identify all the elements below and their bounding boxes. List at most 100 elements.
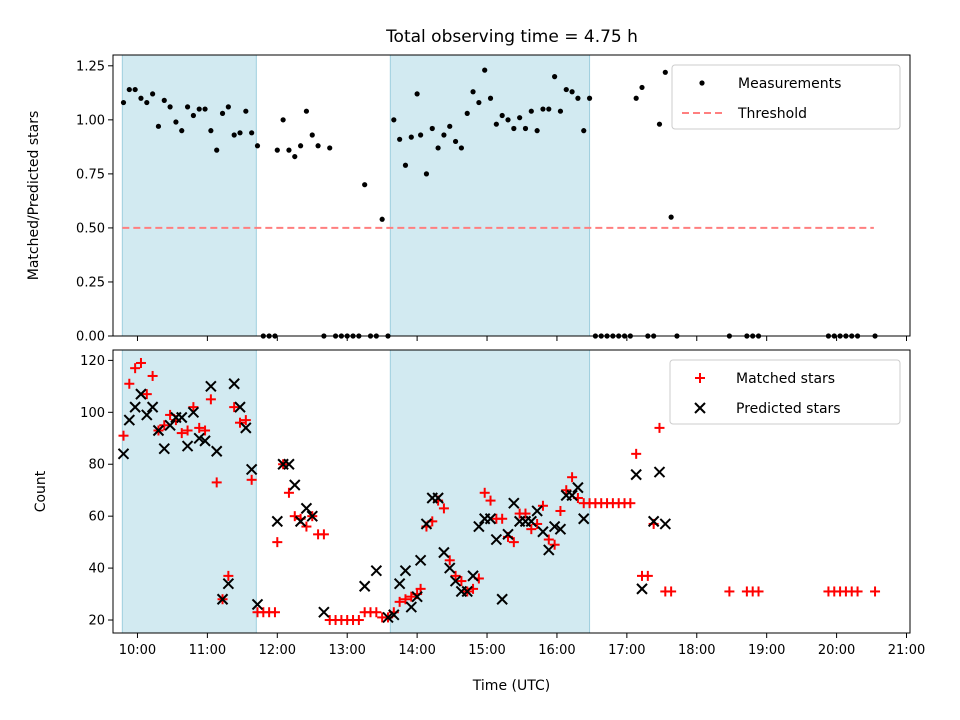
predicted-star-marker xyxy=(271,515,284,528)
axes-frame xyxy=(112,54,911,337)
measurement-point xyxy=(662,69,668,75)
matched-star-marker xyxy=(543,534,554,545)
measurement-point xyxy=(505,117,511,123)
measurement-point xyxy=(517,115,523,121)
measurement-point xyxy=(493,121,499,127)
measurement-point xyxy=(219,110,226,116)
predicted-star-marker xyxy=(411,590,423,603)
measurement-point xyxy=(292,153,298,160)
predicted-star-marker xyxy=(228,378,240,390)
measurement-point xyxy=(499,112,505,119)
predicted-star-marker xyxy=(388,609,400,621)
legend-box xyxy=(671,64,901,130)
predicted-star-marker xyxy=(129,401,141,413)
y-tick-label: 100 xyxy=(80,406,105,421)
predicted-star-marker xyxy=(318,606,330,618)
predicted-star-marker xyxy=(566,489,578,502)
legend-key-measurements xyxy=(699,80,705,86)
measurement-point xyxy=(476,99,482,106)
matched-star-marker xyxy=(269,607,280,618)
measurement-point xyxy=(303,108,310,114)
measurement-point xyxy=(225,104,231,110)
predicted-star-marker xyxy=(234,401,246,413)
y-tick-label: 1.25 xyxy=(76,59,105,74)
measurement-point xyxy=(202,106,208,112)
matched-star-marker xyxy=(205,394,216,405)
measurement-point xyxy=(418,132,424,138)
measurement-point xyxy=(214,147,220,153)
matched-star-marker xyxy=(124,378,135,389)
count-panel: 20 40 60 80 100 120 10:00 11:00 12:00 13:00 14:00 1… xyxy=(33,349,925,694)
y-axis-label: Matched/Predicted stars xyxy=(26,111,42,281)
y-tick-label: 0.25 xyxy=(76,275,105,290)
measurement-point xyxy=(173,119,179,125)
matched-star-marker xyxy=(130,363,141,374)
measurement-point xyxy=(423,171,430,177)
predicted-star-marker xyxy=(141,409,153,421)
predicted-star-marker xyxy=(554,523,567,535)
y-tick-label: 60 xyxy=(88,510,105,525)
measurement-point xyxy=(208,128,214,134)
predicted-star-marker xyxy=(187,406,200,419)
x-tick-label: 16:00 xyxy=(538,643,575,658)
legend-label: Threshold xyxy=(737,106,807,122)
measurement-point xyxy=(511,125,517,132)
predicted-star-marker xyxy=(659,518,672,530)
matched-star-marker xyxy=(724,586,735,597)
predicted-star-marker xyxy=(548,520,561,533)
measurement-point xyxy=(132,86,138,93)
matched-star-marker xyxy=(537,500,548,511)
matched-star-marker xyxy=(666,586,677,597)
matched-star-marker xyxy=(229,402,240,413)
x-tick-label: 18:00 xyxy=(678,643,715,658)
measurement-point xyxy=(315,143,321,149)
measurement-point xyxy=(458,145,464,151)
matched-star-marker xyxy=(200,425,211,436)
matched-star-marker xyxy=(246,474,257,485)
y-tick-label: 80 xyxy=(88,458,105,473)
matched-star-marker xyxy=(520,508,531,519)
predicted-star-marker xyxy=(245,463,258,476)
matched-star-marker xyxy=(194,422,205,433)
legend-box xyxy=(669,359,901,425)
measurement-point xyxy=(309,132,315,138)
measurement-point xyxy=(487,95,494,101)
predicted-star-marker xyxy=(251,598,264,611)
measurement-point xyxy=(557,108,564,114)
y-axis-label: Count xyxy=(33,470,49,512)
predicted-star-marker xyxy=(405,601,417,613)
predicted-star-marker xyxy=(572,481,584,494)
measurement-point xyxy=(575,95,581,101)
matched-star-marker xyxy=(289,511,300,522)
predicted-star-marker xyxy=(152,424,165,437)
predicted-star-marker xyxy=(444,562,456,574)
measurement-point xyxy=(196,106,202,112)
measurement-point xyxy=(402,162,409,168)
x-axis-label: Time (UTC) xyxy=(472,678,550,694)
predicted-star-marker xyxy=(370,564,383,577)
matched-star-marker xyxy=(371,607,382,618)
y-tick-label: 1.00 xyxy=(76,113,105,128)
matched-star-marker xyxy=(625,498,636,509)
measurement-point xyxy=(190,112,196,119)
measurement-point xyxy=(581,128,587,134)
legend-key-matched xyxy=(695,373,705,383)
predicted-star-marker xyxy=(205,380,217,393)
matched-star-marker xyxy=(118,430,129,441)
predicted-star-marker xyxy=(432,492,444,504)
matched-star-marker xyxy=(394,596,405,607)
predicted-star-marker xyxy=(158,442,170,455)
x-tick-label: 12:00 xyxy=(259,643,296,658)
y-tick-label: 0.75 xyxy=(76,167,105,182)
measurement-point xyxy=(144,99,150,106)
matched-star-marker xyxy=(631,448,642,459)
matched-star-marker xyxy=(456,576,467,587)
predicted-star-marker xyxy=(508,497,520,509)
matched-star-marker xyxy=(301,521,312,532)
legend: Measurements Threshold xyxy=(671,64,901,130)
matched-star-marker xyxy=(400,594,411,605)
measurement-point xyxy=(569,89,575,95)
matched-star-marker xyxy=(318,529,329,540)
predicted-star-marker xyxy=(289,479,301,491)
measurement-point xyxy=(633,95,639,101)
